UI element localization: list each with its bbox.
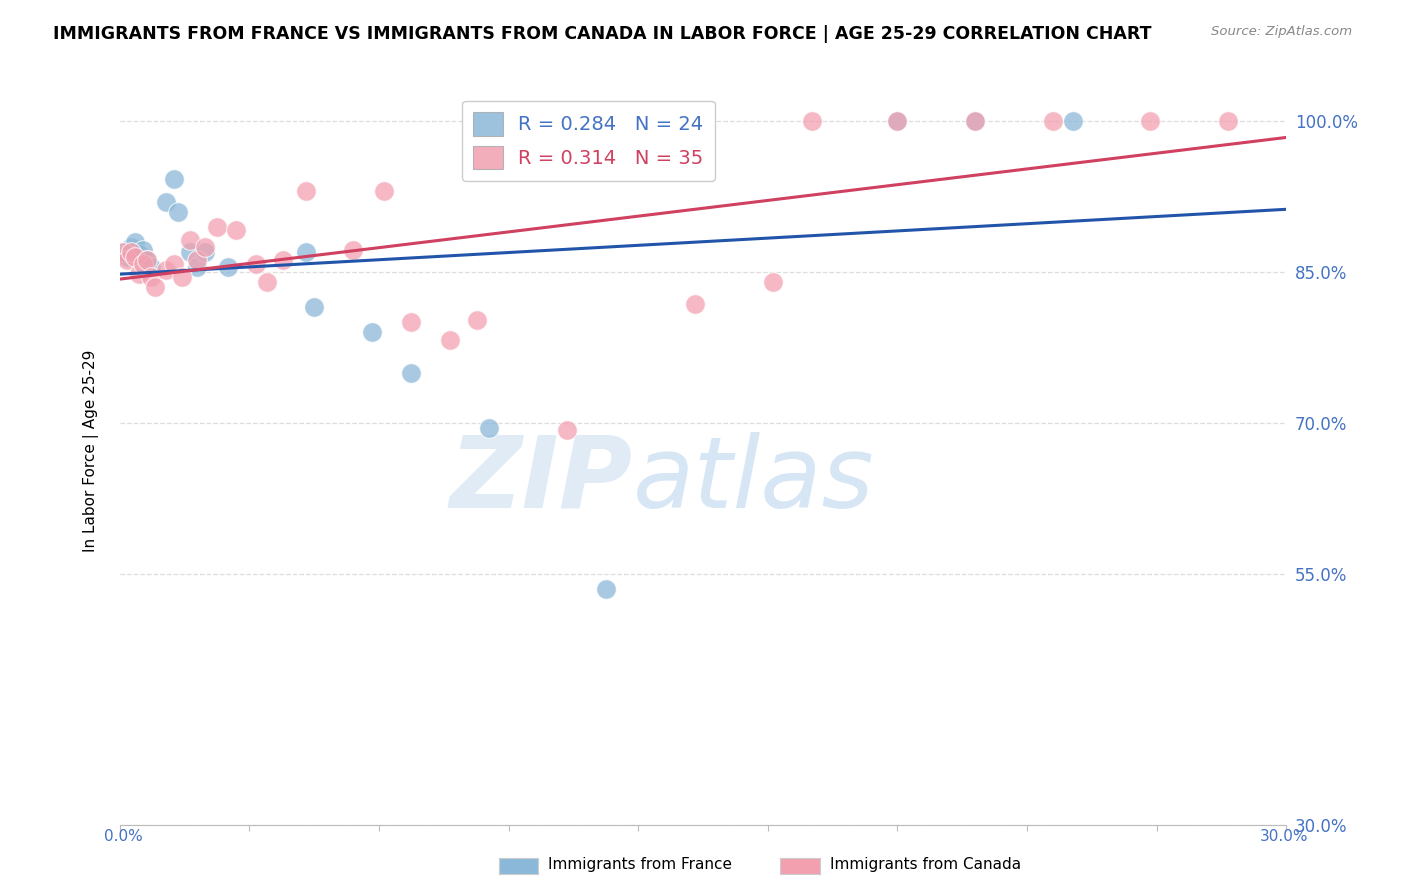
Point	[139, 270, 162, 285]
Point	[439, 334, 461, 348]
Point	[132, 243, 155, 257]
Point	[120, 244, 142, 259]
Point	[595, 582, 617, 596]
Point	[170, 270, 193, 285]
Point	[245, 257, 267, 271]
Point	[1042, 114, 1064, 128]
Point	[1139, 114, 1161, 128]
Point	[179, 244, 201, 259]
Point	[295, 244, 318, 259]
Text: 0.0%: 0.0%	[104, 830, 143, 844]
Point	[467, 313, 489, 327]
Point	[361, 326, 384, 340]
Point	[217, 260, 239, 274]
Point	[117, 250, 139, 264]
Point	[117, 252, 139, 267]
Y-axis label: In Labor Force | Age 25-29: In Labor Force | Age 25-29	[83, 350, 98, 551]
Point	[112, 244, 135, 259]
Text: atlas: atlas	[633, 432, 875, 529]
Legend: R = 0.284   N = 24, R = 0.314   N = 35: R = 0.284 N = 24, R = 0.314 N = 35	[461, 101, 716, 181]
Text: ZIP: ZIP	[450, 432, 633, 529]
Point	[186, 260, 208, 274]
Point	[139, 260, 162, 274]
Point	[256, 275, 278, 289]
Point	[120, 240, 142, 254]
Text: Immigrants from France: Immigrants from France	[548, 857, 733, 871]
Point	[886, 114, 908, 128]
Point	[800, 114, 823, 128]
Point	[401, 366, 423, 380]
Point	[124, 235, 146, 249]
Point	[194, 240, 217, 254]
Point	[179, 233, 201, 247]
Point	[163, 257, 186, 271]
Point	[135, 252, 157, 267]
Text: Source: ZipAtlas.com: Source: ZipAtlas.com	[1212, 25, 1353, 38]
Point	[478, 421, 501, 435]
Text: Immigrants from Canada: Immigrants from Canada	[830, 857, 1021, 871]
Point	[135, 252, 157, 267]
Point	[965, 114, 987, 128]
Point	[124, 250, 146, 264]
Point	[128, 267, 150, 281]
Point	[271, 252, 294, 267]
Point	[205, 219, 228, 234]
Point	[143, 280, 166, 294]
Point	[163, 172, 186, 186]
Point	[342, 243, 364, 257]
Point	[965, 114, 987, 128]
Point	[1062, 114, 1084, 128]
Point	[886, 114, 908, 128]
Point	[373, 185, 395, 199]
Point	[112, 244, 135, 259]
Point	[555, 423, 578, 437]
Point	[762, 275, 785, 289]
Point	[401, 315, 423, 329]
Point	[155, 194, 177, 209]
Point	[225, 223, 247, 237]
Point	[155, 263, 177, 277]
Point	[1216, 114, 1240, 128]
Point	[295, 185, 318, 199]
Text: 30.0%: 30.0%	[1260, 830, 1308, 844]
Point	[194, 244, 217, 259]
Point	[128, 247, 150, 261]
Text: IMMIGRANTS FROM FRANCE VS IMMIGRANTS FROM CANADA IN LABOR FORCE | AGE 25-29 CORR: IMMIGRANTS FROM FRANCE VS IMMIGRANTS FRO…	[53, 25, 1152, 43]
Point	[132, 257, 155, 271]
Point	[302, 300, 325, 314]
Point	[166, 204, 188, 219]
Point	[683, 297, 706, 311]
Point	[186, 252, 208, 267]
